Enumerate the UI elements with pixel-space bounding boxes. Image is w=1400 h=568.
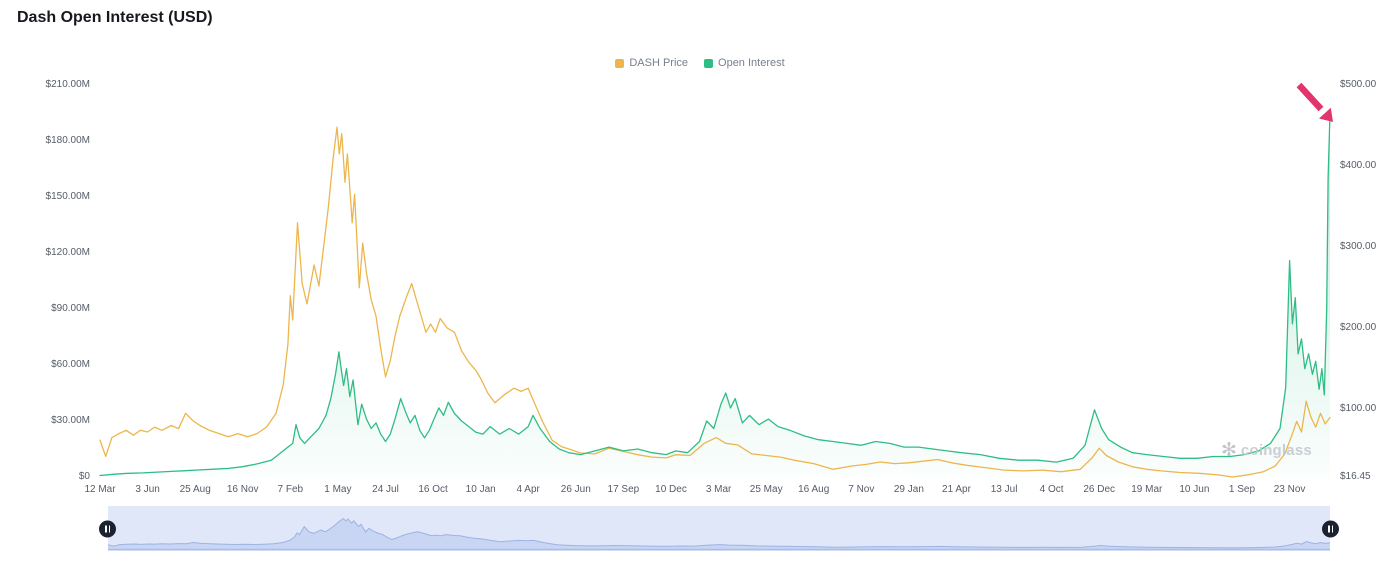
right-axis-tick: $200.00 (1340, 322, 1377, 334)
right-axis-tick: $300.00 (1340, 241, 1377, 253)
legend-label-dash-price: DASH Price (629, 57, 689, 69)
x-axis-dates: 12 Mar 3 Jun 25 Aug 16 Nov 7 Feb 1 May 24 Jul 1… (84, 484, 1306, 495)
left-axis-tick: $210.00M (45, 79, 90, 90)
range-navigator[interactable] (99, 506, 1339, 551)
x-axis-tick: 7 Nov (848, 484, 875, 495)
chart-plot[interactable] (0, 0, 1400, 500)
legend-item-open-interest[interactable]: Open Interest (704, 57, 785, 69)
legend-swatch-dash-price (615, 58, 625, 68)
x-axis-tick: 26 Dec (1083, 484, 1116, 495)
navigator-minichart (108, 517, 1330, 551)
legend-item-dash-price[interactable]: DASH Price (615, 57, 688, 69)
right-axis-tick: $400.00 (1340, 160, 1377, 172)
right-axis-price: $500.00 $400.00 $300.00 $200.00 $100.00 $16.4… (1340, 0, 1398, 500)
x-axis-tick: 3 Jun (135, 484, 160, 495)
x-axis-tick: 26 Jun (560, 484, 591, 495)
left-axis-tick: $30.00M (51, 415, 90, 426)
handle-grip-icon (105, 525, 107, 532)
x-axis-tick: 12 Mar (84, 484, 116, 495)
x-axis-tick: 25 Aug (179, 484, 211, 495)
handle-grip-icon (1331, 525, 1333, 532)
series-line-dash-price (99, 126, 1331, 478)
left-axis-tick: $90.00M (51, 303, 90, 314)
x-axis-tick: 1 Sep (1228, 484, 1256, 495)
x-axis-tick: 24 Jul (372, 484, 399, 495)
navigator-area (108, 518, 1330, 549)
x-axis-tick: 3 Mar (705, 484, 732, 495)
left-axis-open-interest: $210.00M $180.00M $150.00M $120.00M $90.00M $… (0, 0, 90, 500)
navigator-left-handle[interactable] (99, 520, 116, 537)
x-axis-tick: 16 Oct (418, 484, 448, 495)
handle-grip-icon (1328, 525, 1330, 532)
legend: DASH Price Open Interest (0, 57, 1400, 69)
x-axis-tick: 23 Nov (1273, 484, 1306, 495)
right-axis-tick: $100.00 (1340, 403, 1377, 415)
x-axis-tick: 16 Aug (798, 484, 830, 495)
left-axis-tick: $150.00M (45, 191, 90, 202)
x-axis-tick: 1 May (324, 484, 352, 495)
x-axis-tick: 10 Jan (465, 484, 496, 495)
right-axis-tick: $500.00 (1340, 79, 1377, 90)
right-axis-tick: $16.45 (1340, 471, 1371, 482)
x-axis-tick: 17 Sep (607, 484, 640, 495)
x-axis-tick: 29 Jan (893, 484, 924, 495)
x-axis-tick: 19 Mar (1131, 484, 1163, 495)
left-axis-tick: $180.00M (45, 135, 90, 146)
x-axis-tick: 7 Feb (277, 484, 304, 495)
x-axis-tick: 4 Apr (516, 484, 540, 495)
x-axis-tick: 13 Jul (990, 484, 1018, 495)
x-axis-tick: 16 Nov (226, 484, 259, 495)
series-line-open-interest (99, 112, 1331, 477)
handle-grip-icon (108, 525, 110, 532)
x-axis-tick: 10 Dec (655, 484, 687, 495)
x-axis-tick: 21 Apr (942, 484, 971, 495)
chart-title: Dash Open Interest (USD) (17, 9, 213, 26)
x-axis-tick: 4 Oct (1039, 484, 1064, 495)
navigator-right-handle[interactable] (1322, 520, 1339, 537)
left-axis-tick: $60.00M (51, 359, 90, 370)
navigator-line (108, 517, 1330, 549)
left-axis-tick: $0 (78, 471, 90, 482)
legend-swatch-open-interest (704, 58, 714, 68)
left-axis-tick: $120.00M (45, 247, 90, 258)
legend-label-open-interest: Open Interest (718, 57, 785, 69)
x-axis-tick: 25 May (749, 484, 783, 495)
x-axis-tick: 10 Jun (1179, 484, 1210, 495)
